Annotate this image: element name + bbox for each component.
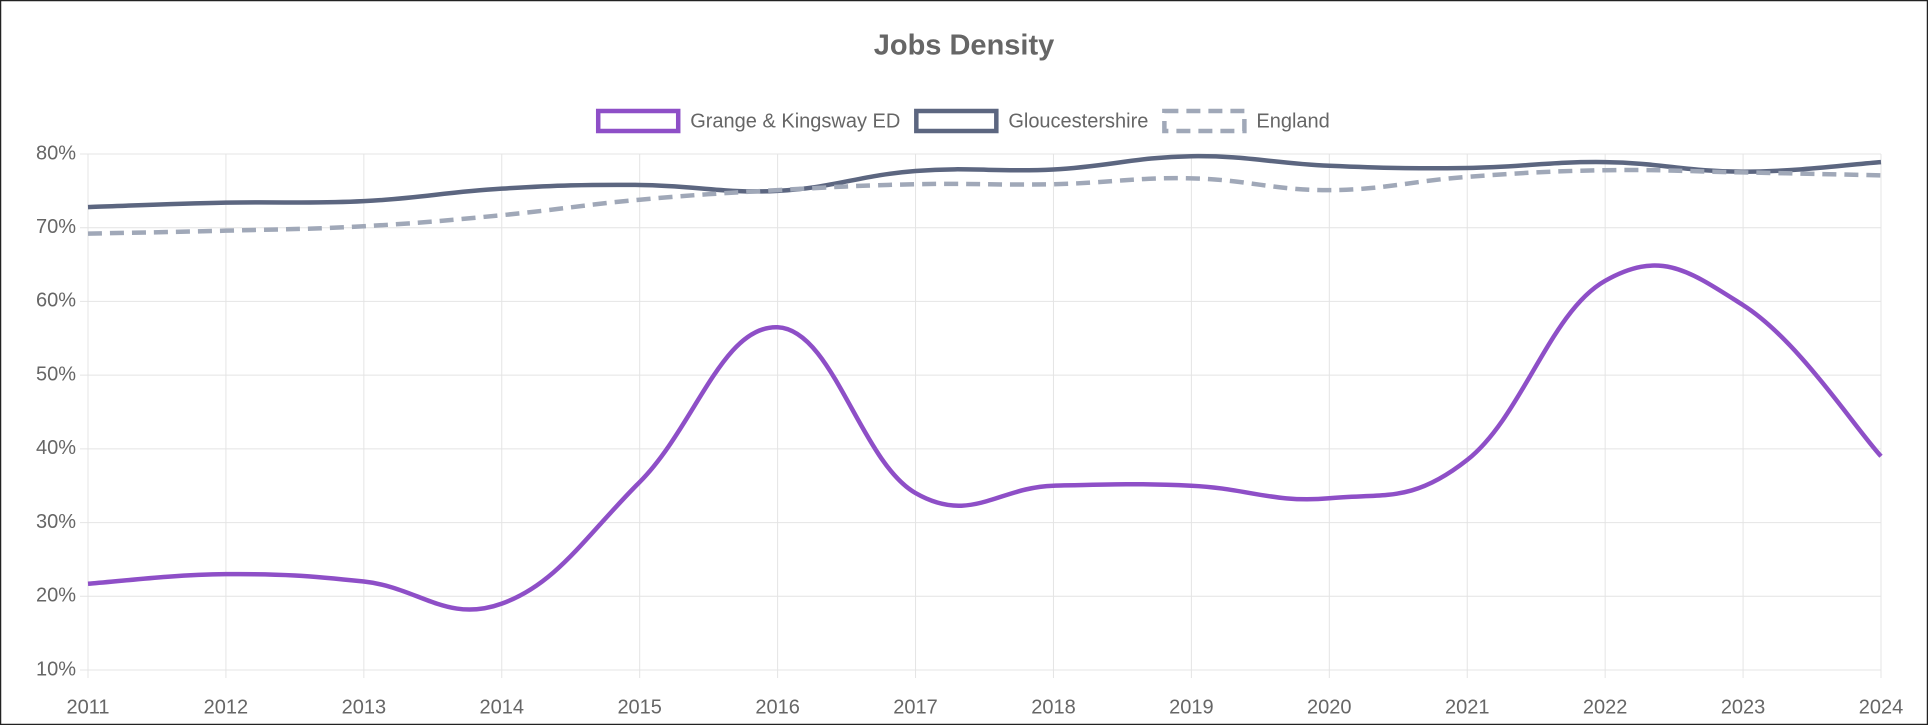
x-tick-label: 2022 [1583,696,1628,718]
y-tick-label: 30% [36,511,76,533]
x-tick-label: 2024 [1859,696,1904,718]
y-tick-label: 70% [36,216,76,238]
x-tick-label: 2020 [1307,696,1352,718]
legend-swatch [914,108,999,134]
legend-label: Gloucestershire [1008,110,1148,132]
x-tick-label: 2012 [204,696,249,718]
y-tick-label: 60% [36,290,76,312]
y-tick-label: 10% [36,658,76,680]
y-tick-label: 40% [36,437,76,459]
x-tick-label: 2016 [755,696,800,718]
series-line [87,167,1882,236]
y-tick-label: 80% [36,142,76,164]
series-line [87,153,1882,210]
y-tick-label: 50% [36,363,76,385]
legend-label: England [1256,110,1329,132]
legend-swatch [595,108,681,134]
x-tick-label: 2014 [480,696,525,718]
x-tick-label: 2017 [893,696,938,718]
x-tick-label: 2019 [1169,696,1214,718]
chart-title: Jobs Density [874,30,1055,62]
x-tick-label: 2018 [1031,696,1076,718]
x-tick-label: 2023 [1721,696,1766,718]
legend-swatch [1162,108,1247,134]
x-tick-label: 2013 [342,696,387,718]
legend-label: Grange & Kingsway ED [690,110,900,132]
x-tick-label: 2011 [66,696,109,718]
x-tick-label: 2021 [1445,696,1490,718]
x-tick-label: 2015 [617,696,662,718]
y-tick-label: 20% [36,585,76,607]
series-line [87,263,1883,612]
